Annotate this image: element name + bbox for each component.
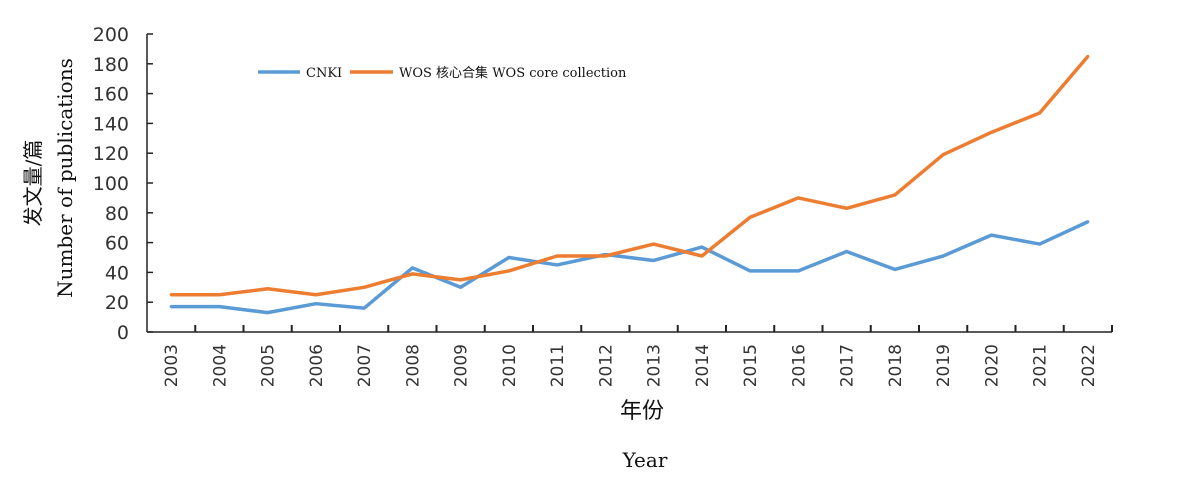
- data-point: [459, 278, 463, 282]
- x-tick-label: 2011: [548, 344, 568, 387]
- x-tick-label: 2008: [403, 344, 423, 387]
- y-tick-label: 60: [105, 233, 129, 255]
- data-point: [410, 272, 414, 276]
- x-tick-label: 2014: [693, 344, 713, 387]
- x-tick-label: 2022: [1079, 344, 1099, 387]
- data-point: [314, 302, 318, 306]
- data-point: [652, 242, 656, 246]
- y-tick-label: 20: [105, 292, 129, 314]
- data-point: [217, 293, 221, 297]
- x-axis-title-en: Year: [622, 448, 668, 472]
- y-tick-label: 120: [93, 143, 129, 165]
- legend-label-wos: WOS 核心合集 WOS core collection: [399, 65, 627, 81]
- x-tick-label: 2016: [789, 344, 809, 387]
- data-point: [266, 311, 270, 315]
- data-point: [217, 305, 221, 309]
- x-tick-label: 2018: [886, 344, 906, 387]
- data-point: [1038, 111, 1042, 115]
- data-point: [700, 254, 704, 258]
- data-point: [989, 130, 993, 134]
- data-point: [941, 254, 945, 258]
- data-point: [845, 250, 849, 254]
- x-tick-label: 2006: [307, 344, 327, 387]
- y-tick-label: 80: [105, 203, 129, 225]
- y-axis-title-en: Number of publications: [53, 58, 77, 298]
- data-point: [266, 287, 270, 291]
- data-point: [893, 267, 897, 271]
- data-point: [362, 285, 366, 289]
- y-tick-label: 140: [93, 113, 129, 135]
- y-axis-title-cn: 发文量/篇: [21, 140, 45, 227]
- x-tick-label: 2021: [1031, 344, 1051, 387]
- legend-label-cnki: CNKI: [306, 66, 342, 81]
- x-tick-label: 2020: [982, 344, 1002, 387]
- data-point: [459, 285, 463, 289]
- x-tick-label: 2007: [355, 344, 375, 387]
- y-tick-label: 180: [93, 54, 129, 76]
- data-point: [845, 206, 849, 210]
- x-tick-label: 2009: [452, 344, 472, 387]
- x-tick-label: 2017: [838, 344, 858, 387]
- data-point: [893, 193, 897, 197]
- data-point: [796, 269, 800, 273]
- x-tick-label: 2003: [162, 344, 182, 387]
- data-point: [507, 256, 511, 259]
- y-tick-label: 0: [117, 322, 129, 344]
- data-point: [700, 245, 704, 249]
- data-point: [603, 254, 607, 258]
- x-tick-label: 2005: [259, 344, 279, 387]
- data-point: [314, 293, 318, 297]
- x-tick-label: 2013: [645, 344, 665, 387]
- x-tick-label: 2015: [741, 344, 761, 387]
- x-tick-label: 2004: [210, 344, 230, 387]
- series-line-cnki: [171, 220, 1089, 315]
- data-point: [652, 258, 656, 262]
- data-point: [748, 215, 752, 219]
- data-point: [507, 269, 511, 273]
- data-point: [1038, 242, 1042, 246]
- y-tick-label: 100: [93, 173, 129, 195]
- y-tick-label: 160: [93, 84, 129, 106]
- data-point: [1086, 220, 1090, 224]
- data-point: [362, 306, 366, 310]
- data-point: [169, 293, 173, 297]
- data-point: [555, 263, 559, 267]
- series-line-wos: [171, 55, 1090, 297]
- data-point: [169, 305, 173, 309]
- data-point: [1086, 54, 1090, 58]
- data-point: [410, 266, 414, 270]
- y-tick-label: 200: [93, 24, 129, 46]
- data-point: [796, 196, 800, 200]
- x-tick-label: 2010: [500, 344, 520, 387]
- data-point: [989, 233, 993, 237]
- y-tick-label: 40: [105, 262, 129, 284]
- data-point: [748, 269, 752, 273]
- x-tick-label: 2019: [934, 344, 954, 387]
- data-point: [555, 254, 559, 258]
- x-tick-label: 2012: [596, 344, 616, 387]
- x-axis-title-cn: 年份: [620, 399, 664, 424]
- data-point: [941, 153, 945, 157]
